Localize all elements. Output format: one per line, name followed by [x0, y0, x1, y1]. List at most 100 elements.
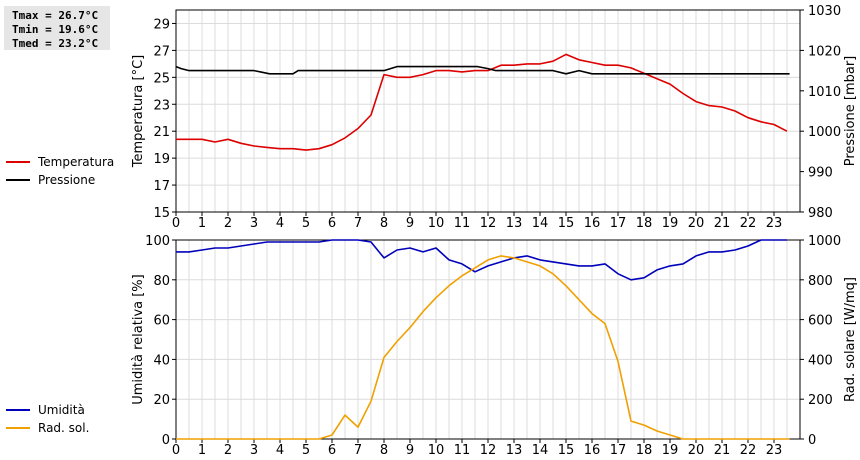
x-tick-label: 6 [328, 443, 336, 458]
x-tick-label: 21 [714, 216, 731, 231]
y-tick-label: 25 [153, 71, 170, 86]
y2-tick-label: 600 [808, 314, 833, 329]
x-tick-label: 0 [172, 216, 180, 231]
y-tick-label: 17 [153, 179, 170, 194]
x-tick-label: 11 [454, 443, 471, 458]
y-tick-label: 23 [153, 98, 170, 113]
x-tick-label: 5 [302, 443, 310, 458]
legend-label-rad-sol: Rad. sol. [38, 421, 90, 435]
y2-tick-label: 1020 [808, 44, 841, 59]
x-tick-label: 10 [428, 443, 445, 458]
x-tick-label: 15 [558, 216, 575, 231]
legend-swatch-umidita [6, 409, 30, 411]
x-tick-label: 14 [532, 443, 549, 458]
x-tick-label: 13 [506, 216, 523, 231]
x-tick-label: 21 [714, 443, 731, 458]
x-tick-label: 12 [480, 443, 497, 458]
x-tick-label: 16 [584, 216, 601, 231]
y-tick-label: 100 [145, 234, 170, 249]
x-tick-label: 3 [250, 216, 258, 231]
y2-tick-label: 1010 [808, 85, 841, 100]
legend-label-temperatura: Temperatura [38, 155, 115, 169]
y2-axis-title: Rad. solare [W/mq] [843, 277, 858, 402]
y2-tick-label: 200 [808, 393, 833, 408]
y-axis-title: Umidità relativa [%] [131, 274, 146, 404]
x-tick-label: 16 [584, 443, 601, 458]
x-tick-label: 1 [198, 216, 206, 231]
y2-tick-label: 1000 [808, 234, 841, 249]
stats-box: Tmax = 26.7°C Tmin = 19.6°C Tmed = 23.2°… [4, 6, 110, 50]
y-tick-label: 60 [153, 314, 170, 329]
x-tick-label: 18 [636, 443, 653, 458]
x-tick-label: 15 [558, 443, 575, 458]
y-tick-label: 27 [153, 44, 170, 59]
series-line-umidit [176, 239, 787, 281]
y2-tick-label: 1030 [808, 4, 841, 19]
y-tick-label: 0 [162, 433, 170, 448]
legend-swatch-temperatura [6, 161, 30, 163]
legend-item-rad-sol: Rad. sol. [6, 419, 89, 437]
x-tick-label: 23 [766, 216, 783, 231]
y-tick-label: 21 [153, 125, 170, 140]
x-tick-label: 12 [480, 216, 497, 231]
legend-bottom: Umidità Rad. sol. [6, 401, 89, 437]
x-tick-label: 3 [250, 443, 258, 458]
x-tick-label: 2 [224, 443, 232, 458]
x-tick-label: 14 [532, 216, 549, 231]
y-tick-label: 80 [153, 274, 170, 289]
x-tick-label: 4 [276, 216, 284, 231]
x-tick-label: 13 [506, 443, 523, 458]
x-tick-label: 8 [380, 443, 388, 458]
y-tick-label: 15 [153, 206, 170, 221]
x-tick-label: 20 [688, 216, 705, 231]
stat-tmax: Tmax = 26.7°C [12, 9, 99, 22]
y2-tick-label: 980 [808, 206, 833, 221]
y-tick-label: 40 [153, 353, 170, 368]
x-tick-label: 7 [354, 443, 362, 458]
stat-tmin: Tmin = 19.6°C [12, 23, 99, 36]
x-tick-label: 6 [328, 216, 336, 231]
x-tick-label: 17 [610, 443, 627, 458]
y-tick-label: 29 [153, 17, 170, 32]
x-tick-label: 0 [172, 443, 180, 458]
x-tick-label: 20 [688, 443, 705, 458]
x-tick-label: 8 [380, 216, 388, 231]
series-line-temperatura [176, 53, 788, 151]
series-line-rad-sol [176, 255, 790, 440]
y-tick-label: 19 [153, 152, 170, 167]
legend-swatch-rad-sol [6, 427, 30, 429]
y2-tick-label: 800 [808, 274, 833, 289]
series-line-pressione [175, 65, 790, 75]
y-axis-title: Temperatura [°C] [131, 55, 146, 168]
legend-item-pressione: Pressione [6, 171, 114, 189]
x-tick-label: 18 [636, 216, 653, 231]
y-tick-label: 20 [153, 393, 170, 408]
y2-tick-label: 1000 [808, 125, 841, 140]
x-tick-label: 2 [224, 216, 232, 231]
stat-tmed: Tmed = 23.2°C [12, 37, 99, 50]
x-tick-label: 22 [740, 216, 757, 231]
x-tick-label: 19 [662, 216, 679, 231]
x-tick-label: 23 [766, 443, 783, 458]
y2-tick-label: 400 [808, 353, 833, 368]
legend-swatch-pressione [6, 179, 30, 181]
legend-top: Temperatura Pressione [6, 153, 114, 189]
legend-label-umidita: Umidità [38, 403, 85, 417]
x-tick-label: 9 [406, 216, 414, 231]
x-tick-label: 17 [610, 216, 627, 231]
x-tick-label: 11 [454, 216, 471, 231]
x-tick-label: 5 [302, 216, 310, 231]
y2-axis-title: Pressione [mbar] [843, 56, 858, 167]
x-tick-label: 1 [198, 443, 206, 458]
x-tick-label: 7 [354, 216, 362, 231]
y2-tick-label: 990 [808, 166, 833, 181]
x-tick-label: 9 [406, 443, 414, 458]
legend-item-temperatura: Temperatura [6, 153, 114, 171]
y2-tick-label: 0 [808, 433, 816, 448]
x-tick-label: 10 [428, 216, 445, 231]
legend-item-umidita: Umidità [6, 401, 89, 419]
x-tick-label: 4 [276, 443, 284, 458]
x-tick-label: 19 [662, 443, 679, 458]
x-tick-label: 22 [740, 443, 757, 458]
